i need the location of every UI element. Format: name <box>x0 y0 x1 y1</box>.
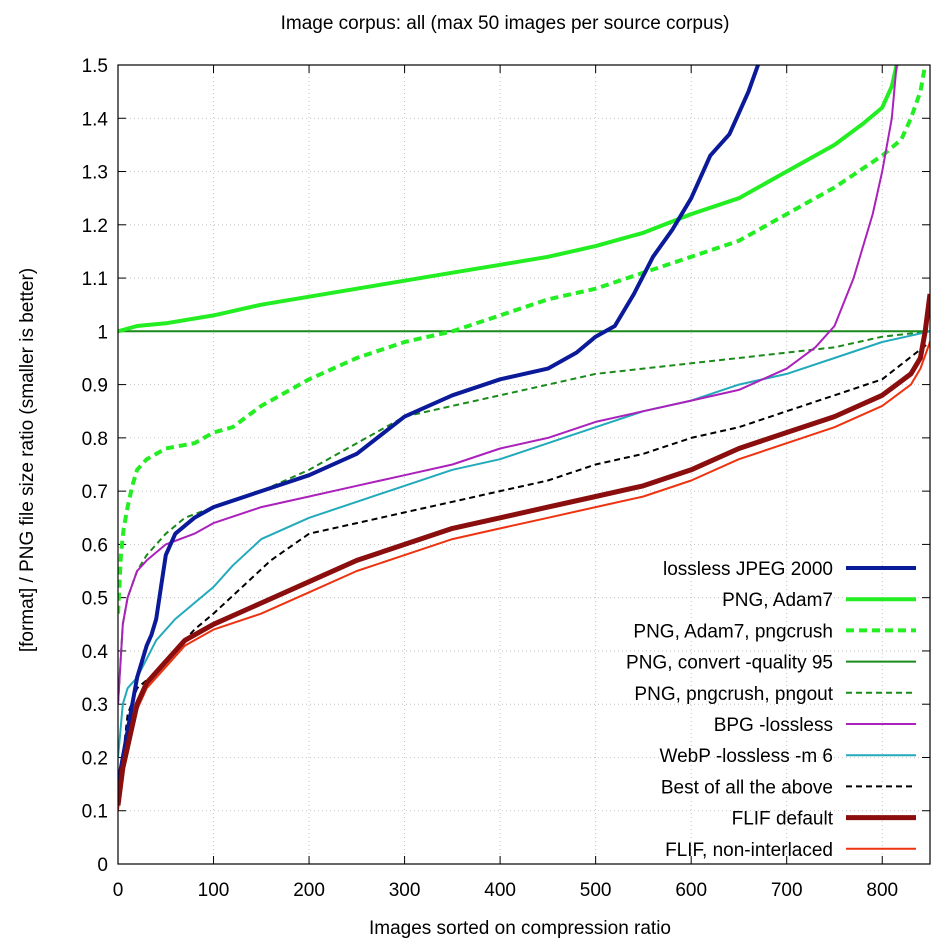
legend: lossless JPEG 2000 PNG, Adam7 PNG, Adam7, … <box>626 559 916 861</box>
legend-label: BPG -lossless <box>714 715 833 736</box>
x-tick-label: 700 <box>771 880 803 901</box>
y-tick-label: 1.2 <box>82 216 108 237</box>
series-line-5 <box>118 65 898 705</box>
x-tick-label: 400 <box>484 880 516 901</box>
series-line-1 <box>118 65 899 334</box>
x-axis-title: Images sorted on compression ratio <box>369 918 671 939</box>
legend-label: FLIF, non-interlaced <box>665 840 833 861</box>
y-tick-label: 1.3 <box>82 163 108 184</box>
y-axis-title: [format] / PNG file size ratio (smaller … <box>17 268 38 652</box>
x-tick-label: 200 <box>293 880 325 901</box>
legend-label: WebP -lossless -m 6 <box>659 746 833 767</box>
y-tick-label: 0.5 <box>82 589 108 610</box>
axis-ticks: 0 0.1 0.2 0.3 0.4 0.5 0.6 0.7 0.8 0.9 1 1.1 1.2 1.3 1.… <box>82 56 930 901</box>
y-tick-label: 0.3 <box>82 695 108 716</box>
y-tick-label: 0.9 <box>82 376 108 397</box>
x-tick-label: 300 <box>389 880 421 901</box>
y-tick-label: 0.1 <box>82 802 108 823</box>
legend-label: lossless JPEG 2000 <box>663 559 833 580</box>
x-tick-label: 500 <box>580 880 612 901</box>
x-tick-label: 800 <box>866 880 898 901</box>
chart-title: Image corpus: all (max 50 images per sou… <box>281 13 730 34</box>
y-tick-label: 1.4 <box>82 109 109 130</box>
legend-label: PNG, convert -quality 95 <box>626 653 833 674</box>
legend-label: PNG, Adam7, pngcrush <box>633 621 833 642</box>
series-lines <box>118 65 930 811</box>
series-line-8 <box>118 293 930 806</box>
legend-label: Best of all the above <box>661 777 833 798</box>
plot-frame <box>117 64 931 865</box>
series-line-0 <box>118 65 760 785</box>
y-tick-label: 1.5 <box>82 56 108 77</box>
x-tick-label: 100 <box>198 880 230 901</box>
x-tick-label: 0 <box>113 880 124 901</box>
y-tick-label: 0.2 <box>82 748 108 769</box>
series-line-2 <box>118 65 928 614</box>
y-tick-label: 1.1 <box>82 269 108 290</box>
y-tick-label: 0 <box>97 855 108 876</box>
legend-label: FLIF default <box>732 809 834 830</box>
grid <box>118 65 930 864</box>
y-tick-label: 0.7 <box>82 482 108 503</box>
y-tick-label: 0.8 <box>82 429 108 450</box>
legend-label: PNG, Adam7 <box>722 590 833 611</box>
x-tick-label: 600 <box>675 880 707 901</box>
legend-label: PNG, pngcrush, pngout <box>634 684 833 705</box>
y-tick-label: 0.6 <box>82 535 108 556</box>
y-tick-label: 1 <box>97 322 108 343</box>
series-line-6 <box>118 330 930 758</box>
y-tick-label: 0.4 <box>82 642 109 663</box>
series-line-4 <box>118 330 930 705</box>
